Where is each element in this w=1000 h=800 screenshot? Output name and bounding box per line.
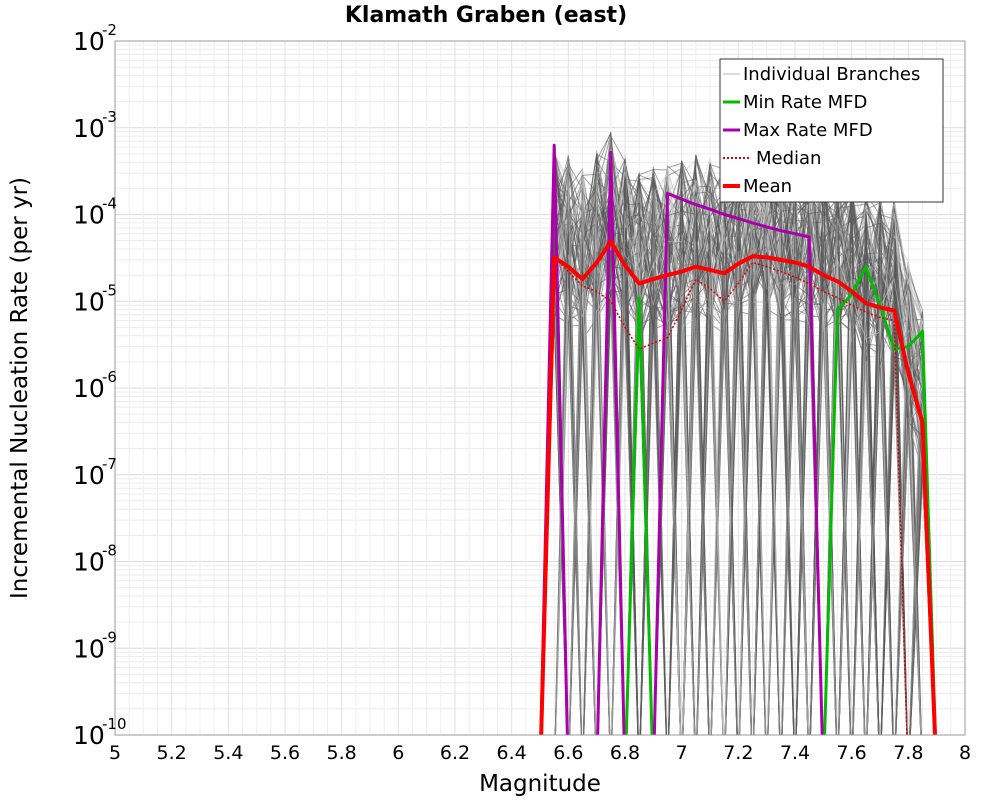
y-tick-base: 10 [73, 374, 105, 403]
x-tick-label: 5.6 [270, 742, 300, 764]
y-tick-exponent: -6 [102, 368, 117, 386]
y-tick-exponent: -10 [102, 715, 127, 733]
branch-line [540, 162, 936, 735]
y-tick-exponent: -4 [102, 195, 117, 213]
y-tick-exponent: -3 [102, 108, 117, 126]
x-tick-label: 6.2 [440, 742, 470, 764]
y-tick-labels: 10-210-310-410-510-610-710-810-910-10 [73, 21, 127, 750]
y-tick-base: 10 [73, 287, 105, 316]
legend-label: Mean [743, 176, 792, 197]
branch-line [540, 174, 922, 735]
x-tick-label: 8 [959, 742, 971, 764]
y-tick-label: 10-8 [73, 542, 117, 577]
individual-branches [540, 131, 936, 735]
y-tick-exponent: -2 [102, 21, 117, 39]
y-tick-label: 10-5 [73, 281, 117, 316]
plot-frame [114, 40, 966, 736]
x-tick-label: 5.2 [157, 742, 187, 764]
x-tick-label: 5.4 [213, 742, 243, 764]
x-tick-label: 6.6 [553, 742, 583, 764]
y-tick-base: 10 [73, 634, 105, 663]
legend-label: Max Rate MFD [743, 120, 873, 141]
legend-box [719, 58, 944, 203]
branch-line [540, 151, 922, 735]
y-tick-label: 10-10 [73, 715, 127, 750]
x-tick-label: 7.4 [780, 742, 810, 764]
x-axis-label: Magnitude [479, 771, 601, 797]
series-lines [539, 143, 937, 735]
y-tick-exponent: -8 [102, 542, 117, 560]
branch-line [554, 164, 922, 735]
y-tick-exponent: -9 [102, 628, 117, 646]
y-tick-label: 10-3 [73, 108, 117, 143]
x-tick-label: 7 [676, 742, 688, 764]
y-tick-base: 10 [73, 114, 105, 143]
branch-line [540, 173, 936, 735]
y-tick-label: 10-2 [73, 21, 117, 56]
y-tick-label: 10-6 [73, 368, 117, 403]
y-tick-exponent: -5 [102, 281, 117, 299]
y-tick-base: 10 [73, 548, 105, 577]
legend-label: Min Rate MFD [743, 92, 867, 113]
y-tick-base: 10 [73, 27, 105, 56]
y-tick-base: 10 [73, 721, 105, 750]
y-tick-base: 10 [73, 201, 105, 230]
x-tick-label: 7.2 [723, 742, 753, 764]
x-tick-label: 6.4 [497, 742, 527, 764]
branch-line [540, 167, 936, 735]
legend-label: Individual Branches [743, 64, 920, 85]
chart-title: Klamath Graben (east) [345, 3, 627, 28]
y-tick-exponent: -7 [102, 455, 117, 473]
branch-line [540, 154, 922, 735]
x-tick-label: 6.8 [610, 742, 640, 764]
branch-line [568, 183, 936, 735]
branch-line [554, 161, 922, 735]
series-mean [539, 239, 937, 735]
x-tick-label: 7.6 [837, 742, 867, 764]
series-max-rate-mfd [539, 143, 824, 735]
legend-label: Median [756, 148, 821, 169]
x-tick-labels: 5 5.2 5.4 5.6 5.8 6 6.2 6.4 6.6 6.8 7 7.2 7.4 7.6 7.8 8 [109, 742, 971, 764]
y-axis-label: Incremental Nucleation Rate (per yr) [7, 177, 33, 599]
branch-line [540, 155, 936, 735]
series-median [540, 256, 908, 735]
x-tick-label: 7.8 [893, 742, 923, 764]
legend: Individual Branches Min Rate MFD Max Rate … [719, 58, 944, 203]
y-tick-label: 10-4 [73, 195, 117, 230]
x-tick-label: 5 [109, 742, 121, 764]
y-tick-label: 10-9 [73, 628, 117, 663]
x-tick-label: 5.8 [327, 742, 357, 764]
branch-line [540, 167, 908, 735]
y-tick-base: 10 [73, 461, 105, 490]
series-min-rate-mfd [624, 265, 937, 735]
y-tick-label: 10-7 [73, 455, 117, 490]
x-tick-label: 6 [392, 742, 404, 764]
